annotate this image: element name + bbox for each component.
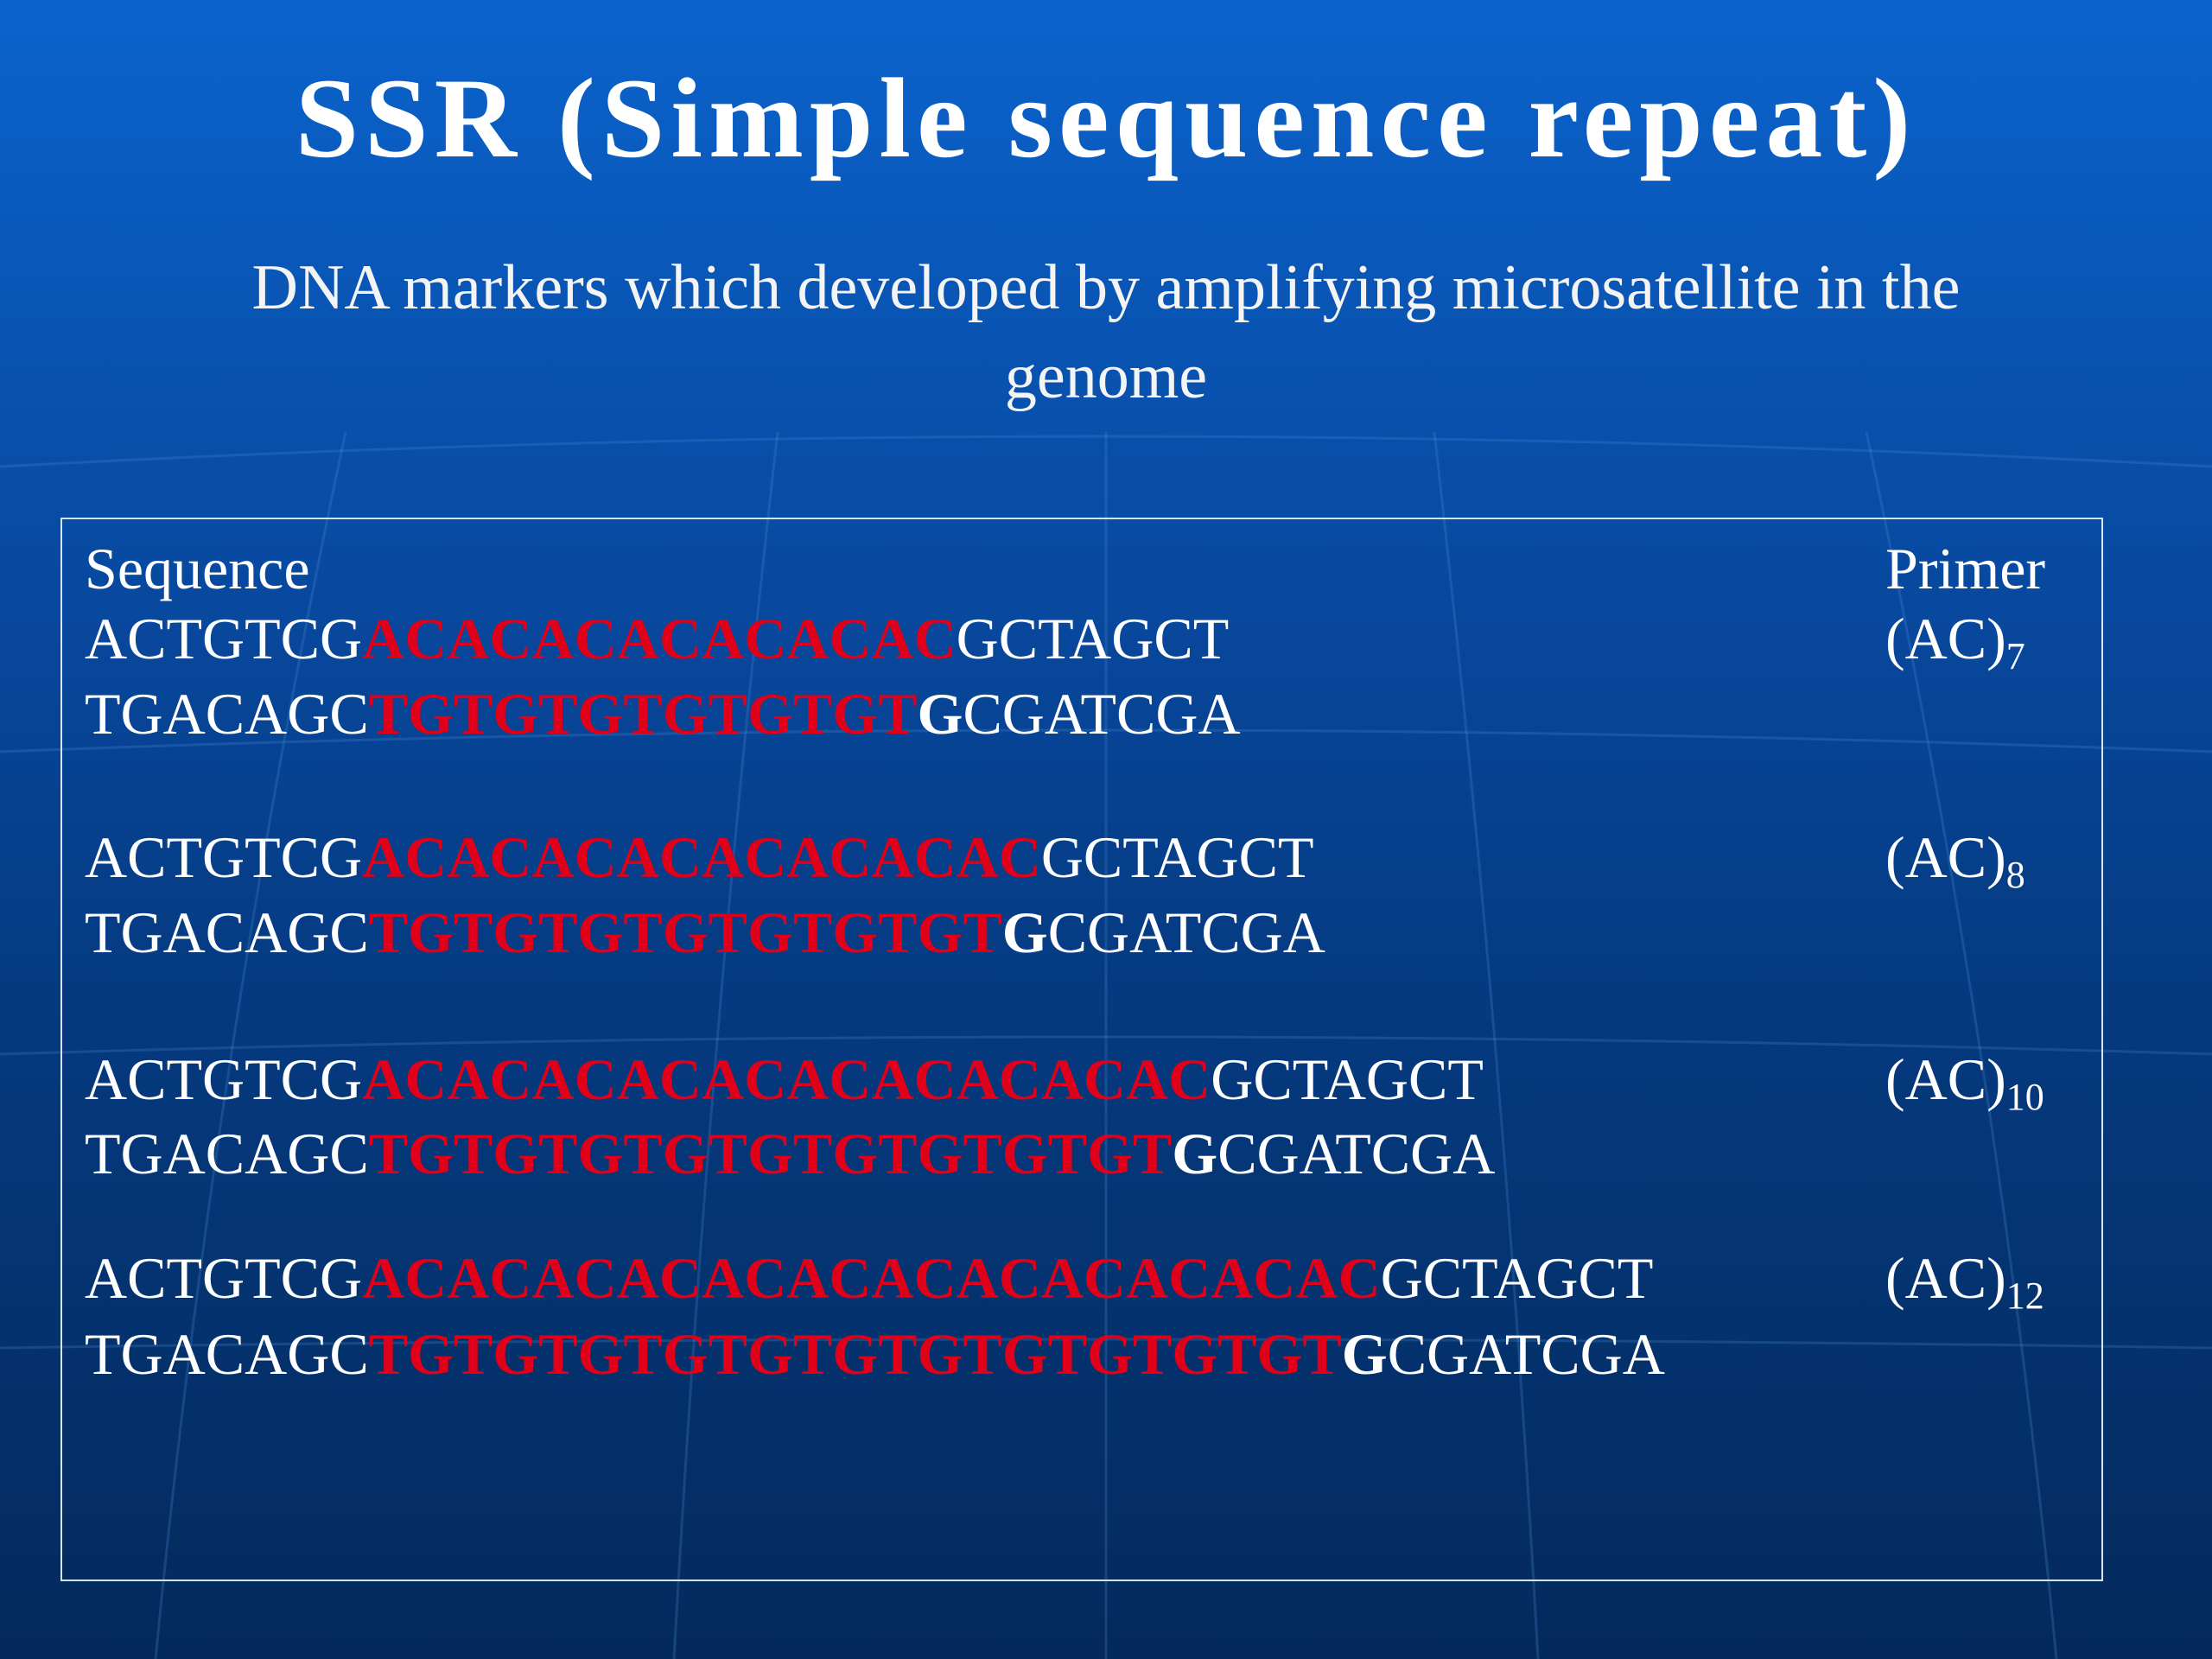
- flank: TGACAGC: [85, 1121, 369, 1186]
- flank: TGACAGC: [85, 899, 369, 965]
- primer-unit: (AC): [1885, 824, 2006, 890]
- flank: GCTAGCT: [956, 606, 1230, 671]
- primer-count: 10: [2005, 1076, 2044, 1118]
- primer: (AC)12: [1885, 1243, 2044, 1331]
- column-header: Sequence: [85, 536, 310, 601]
- repeat: TGTGTGTGTGTGTGTGTGTGTGT: [368, 1321, 1342, 1387]
- primer-unit: (AC): [1885, 1046, 2006, 1112]
- subtitle: DNA markers which developed by amplifyin…: [251, 252, 1961, 412]
- primer-count: 7: [2005, 635, 2025, 677]
- bottom-strand: TGACAGCTGTGTGTGTGTGTGTGCGATCGA: [85, 898, 1325, 967]
- bold-base: G: [917, 681, 963, 747]
- repeat: ACACACACACACACACACAC: [362, 1046, 1211, 1112]
- top-strand: ACTGTCGACACACACACACACACACACACACGCTAGCT: [85, 1243, 1653, 1313]
- primer: (AC)10: [1885, 1045, 2044, 1132]
- repeat: ACACACACACACAC: [362, 606, 957, 671]
- primer-unit: (AC): [1885, 606, 2006, 671]
- primer-count: 12: [2005, 1274, 2044, 1317]
- repeat: ACACACACACACACACACACACAC: [362, 1245, 1381, 1311]
- bold-base: G: [1172, 1121, 1218, 1186]
- flank: GCTAGCT: [1040, 824, 1314, 890]
- flank: TGACAGC: [85, 1321, 369, 1387]
- top-strand: ACTGTCGACACACACACACACGCTAGCT: [85, 604, 1229, 673]
- bottom-strand: TGACAGCTGTGTGTGTGTGTGTGTGTGCGATCGA: [85, 1119, 1495, 1188]
- repeat: TGTGTGTGTGTGTGTGTGT: [368, 1121, 1173, 1186]
- repeat: TGTGTGTGTGTGTGT: [368, 899, 1002, 965]
- flank: CGATCGA: [1047, 899, 1325, 965]
- flank: ACTGTCG: [85, 606, 363, 671]
- flank: CGATCGA: [1217, 1121, 1496, 1186]
- flank: ACTGTCG: [85, 1046, 363, 1112]
- flank: GCTAGCT: [1380, 1245, 1654, 1311]
- bottom-strand: TGACAGCTGTGTGTGTGTGTGCGATCGA: [85, 679, 1241, 748]
- top-strand: ACTGTCGACACACACACACACACGCTAGCT: [85, 823, 1314, 892]
- column-header: Primer: [1885, 536, 2046, 601]
- flank: CGATCGA: [1387, 1321, 1665, 1387]
- top-strand: ACTGTCGACACACACACACACACACACGCTAGCT: [85, 1045, 1484, 1114]
- flank: TGACAGC: [85, 681, 369, 747]
- primer: (AC)8: [1885, 823, 2025, 910]
- bold-base: G: [1341, 1321, 1388, 1387]
- flank: GCTAGCT: [1211, 1046, 1484, 1112]
- primer-unit: (AC): [1885, 1245, 2006, 1311]
- sequence-table: Sequence Primer ACTGTCGACACACACACACACGCTAG…: [60, 518, 2103, 1581]
- repeat: ACACACACACACACAC: [362, 824, 1041, 890]
- flank: ACTGTCG: [85, 824, 363, 890]
- title: SSR (Simple sequence repeat): [295, 54, 1917, 181]
- bottom-strand: TGACAGCTGTGTGTGTGTGTGTGTGTGTGTGCGATCGA: [85, 1319, 1665, 1389]
- flank: ACTGTCG: [85, 1245, 363, 1311]
- repeat: TGTGTGTGTGTGT: [368, 681, 918, 747]
- primer: (AC)7: [1885, 604, 2025, 691]
- flank: CGATCGA: [963, 681, 1241, 747]
- primer-count: 8: [2005, 854, 2025, 896]
- bold-base: G: [1001, 899, 1048, 965]
